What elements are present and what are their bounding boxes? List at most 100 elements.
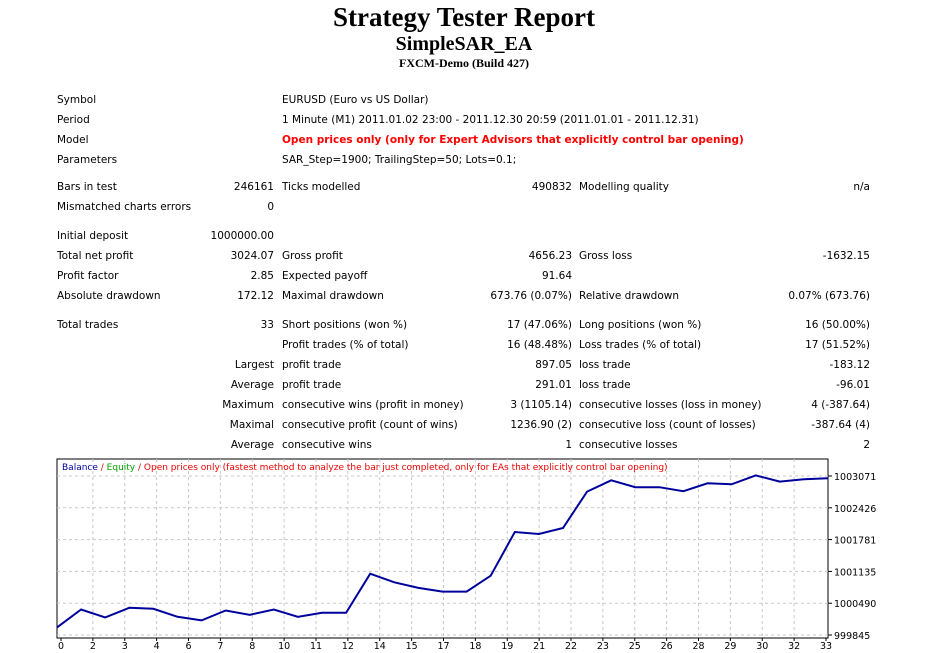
y-tick-label: 1001135 bbox=[834, 567, 876, 578]
info-label: Parameters bbox=[57, 154, 118, 166]
stat-label: profit trade bbox=[282, 379, 342, 391]
info-label: Period bbox=[57, 114, 90, 126]
stat-label: consecutive wins (profit in money) bbox=[282, 399, 464, 411]
stat-label: Initial deposit bbox=[57, 230, 129, 242]
stat-label: Ticks modelled bbox=[282, 181, 361, 193]
stat-value: 0 bbox=[267, 201, 274, 213]
stat-value: Average bbox=[230, 439, 274, 451]
x-tick-label: 15 bbox=[406, 641, 418, 652]
y-tick-label: 1002426 bbox=[834, 504, 876, 515]
stat-label: loss trade bbox=[579, 359, 631, 371]
stat-label: Absolute drawdown bbox=[57, 290, 161, 302]
info-label: Model bbox=[57, 134, 89, 146]
stat-label: consecutive profit (count of wins) bbox=[282, 419, 458, 431]
stat-value: 3 (1105.14) bbox=[510, 399, 572, 411]
x-tick-label: 11 bbox=[310, 641, 322, 652]
legend-equity: Equity bbox=[107, 463, 136, 473]
x-tick-label: 6 bbox=[185, 641, 191, 652]
stat-value: 172.12 bbox=[237, 290, 274, 302]
stat-value: Largest bbox=[234, 359, 274, 371]
stat-label: Relative drawdown bbox=[579, 290, 680, 302]
stat-value: 673.76 (0.07%) bbox=[490, 290, 572, 302]
stat-label: Maximal drawdown bbox=[282, 290, 384, 302]
stat-value: 16 (48.48%) bbox=[507, 339, 572, 351]
stat-value: 33 bbox=[260, 319, 274, 331]
stat-value: -96.01 bbox=[836, 379, 870, 391]
x-tick-label: 33 bbox=[820, 641, 832, 652]
stat-label: Long positions (won %) bbox=[579, 319, 702, 331]
stat-label: Expected payoff bbox=[282, 270, 368, 282]
x-tick-label: 23 bbox=[597, 641, 609, 652]
stat-label: Profit factor bbox=[57, 270, 119, 282]
stat-value: Average bbox=[230, 379, 274, 391]
x-tick-label: 26 bbox=[661, 641, 673, 652]
legend-note: Open prices only (fastest method to anal… bbox=[144, 463, 668, 473]
stat-value: 2.85 bbox=[250, 270, 274, 282]
stat-value: 4 (-387.64) bbox=[811, 399, 870, 411]
stat-value: Maximum bbox=[222, 399, 274, 411]
balance-line bbox=[56, 474, 829, 629]
x-tick-label: 32 bbox=[788, 641, 800, 652]
stat-label: Profit trades (% of total) bbox=[282, 339, 409, 351]
x-tick-label: 17 bbox=[437, 641, 449, 652]
x-tick-label: 0 bbox=[58, 641, 64, 652]
stat-label: Modelling quality bbox=[579, 181, 669, 193]
x-tick-label: 25 bbox=[629, 641, 641, 652]
y-tick-label: 1003071 bbox=[834, 472, 876, 483]
stat-value: 897.05 bbox=[535, 359, 572, 371]
stat-value: 17 (51.52%) bbox=[805, 339, 870, 351]
stat-value: -1632.15 bbox=[822, 250, 870, 262]
x-tick-label: 18 bbox=[469, 641, 481, 652]
stat-label: loss trade bbox=[579, 379, 631, 391]
stat-label: Total net profit bbox=[57, 250, 134, 262]
stat-value: 1000000.00 bbox=[210, 230, 274, 242]
x-tick-label: 12 bbox=[342, 641, 354, 652]
stat-value: 490832 bbox=[531, 181, 572, 193]
x-tick-label: 30 bbox=[756, 641, 768, 652]
stat-label: Mismatched charts errors bbox=[57, 201, 192, 213]
info-value: SAR_Step=1900; TrailingStep=50; Lots=0.1… bbox=[282, 154, 517, 166]
x-tick-label: 28 bbox=[692, 641, 704, 652]
x-tick-label: 14 bbox=[374, 641, 386, 652]
info-label: Symbol bbox=[57, 94, 97, 106]
stat-label: profit trade bbox=[282, 359, 342, 371]
stat-value: 1 bbox=[565, 439, 572, 451]
info-value: EURUSD (Euro vs US Dollar) bbox=[282, 94, 429, 106]
ea-name: SimpleSAR_EA bbox=[395, 33, 533, 55]
stat-value: 0.07% (673.76) bbox=[788, 290, 870, 302]
stat-value: 91.64 bbox=[541, 270, 572, 282]
x-tick-label: 21 bbox=[533, 641, 545, 652]
stat-value: 1236.90 (2) bbox=[510, 419, 572, 431]
stat-label: Gross profit bbox=[282, 250, 343, 262]
info-value: Open prices only (only for Expert Adviso… bbox=[282, 134, 744, 146]
stat-value: 16 (50.00%) bbox=[805, 319, 870, 331]
stat-label: consecutive losses bbox=[579, 439, 678, 451]
x-tick-label: 7 bbox=[217, 641, 223, 652]
legend-sep2: / bbox=[135, 463, 144, 473]
stat-value: 3024.07 bbox=[230, 250, 274, 262]
stat-label: consecutive wins bbox=[282, 439, 372, 451]
report-title: Strategy Tester Report bbox=[333, 2, 595, 32]
stat-label: Bars in test bbox=[57, 181, 117, 193]
y-tick-label: 1001781 bbox=[834, 536, 876, 547]
stat-value: -387.64 (4) bbox=[811, 419, 870, 431]
stat-value: 2 bbox=[863, 439, 870, 451]
legend-balance: Balance bbox=[62, 463, 98, 473]
x-tick-label: 4 bbox=[154, 641, 160, 652]
x-tick-label: 3 bbox=[122, 641, 128, 652]
stat-label: Loss trades (% of total) bbox=[579, 339, 702, 351]
chart-legend: Balance / Equity / Open prices only (fas… bbox=[62, 463, 668, 473]
server-name: FXCM-Demo (Build 427) bbox=[399, 56, 529, 70]
stat-label: consecutive losses (loss in money) bbox=[579, 399, 762, 411]
x-tick-label: 19 bbox=[501, 641, 513, 652]
stat-label: Short positions (won %) bbox=[282, 319, 408, 331]
stat-value: -183.12 bbox=[829, 359, 870, 371]
plot-frame bbox=[56, 458, 829, 639]
stat-value: 291.01 bbox=[535, 379, 572, 391]
info-value: 1 Minute (M1) 2011.01.02 23:00 - 2011.12… bbox=[282, 114, 699, 126]
stat-label: Total trades bbox=[57, 319, 119, 331]
x-tick-label: 8 bbox=[249, 641, 255, 652]
x-tick-label: 29 bbox=[724, 641, 736, 652]
stat-label: consecutive loss (count of losses) bbox=[579, 419, 756, 431]
